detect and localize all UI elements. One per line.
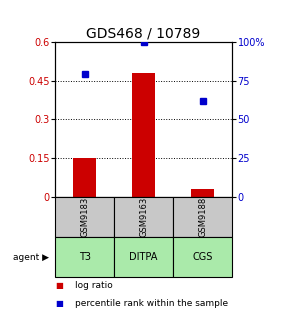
Text: ■: ■ bbox=[55, 299, 63, 308]
Title: GDS468 / 10789: GDS468 / 10789 bbox=[86, 27, 201, 41]
Text: log ratio: log ratio bbox=[75, 281, 113, 290]
Text: agent ▶: agent ▶ bbox=[13, 253, 49, 261]
Text: GSM9183: GSM9183 bbox=[80, 197, 89, 237]
Bar bbox=[73, 158, 96, 197]
Text: DITPA: DITPA bbox=[129, 252, 158, 262]
Text: ■: ■ bbox=[55, 281, 63, 290]
Text: GSM9188: GSM9188 bbox=[198, 197, 207, 237]
Text: GSM9163: GSM9163 bbox=[139, 197, 148, 237]
Text: CGS: CGS bbox=[192, 252, 213, 262]
Bar bbox=[132, 73, 155, 197]
Bar bbox=[191, 189, 214, 197]
Text: percentile rank within the sample: percentile rank within the sample bbox=[75, 299, 229, 308]
Text: T3: T3 bbox=[79, 252, 90, 262]
